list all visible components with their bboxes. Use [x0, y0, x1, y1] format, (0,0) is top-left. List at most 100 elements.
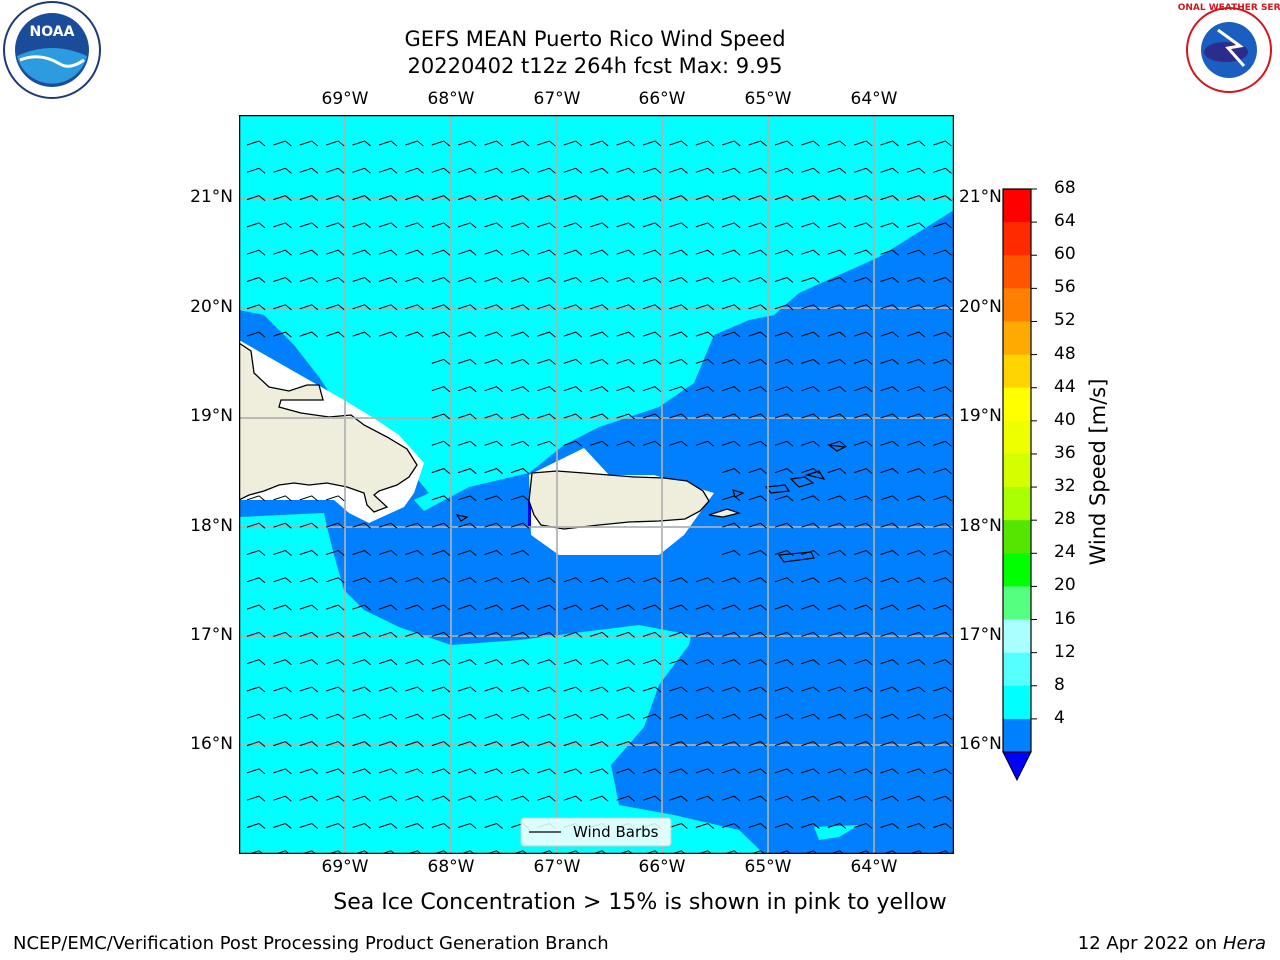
wind-barb	[405, 249, 424, 256]
lat-tick-right: 16°N	[959, 734, 1002, 754]
wind-barb	[695, 222, 715, 229]
wind-barb	[484, 822, 503, 829]
wind-barb	[352, 659, 371, 666]
wind-barb	[827, 713, 847, 720]
wind-barb	[590, 358, 609, 365]
wind-barb	[642, 795, 662, 802]
wind-barb	[748, 522, 767, 529]
wind-barb	[537, 768, 556, 775]
wind-barb	[880, 631, 899, 638]
wind-barb	[774, 822, 794, 829]
wind-barb	[378, 686, 398, 693]
wind-barb	[299, 304, 319, 311]
wind-barb	[458, 331, 477, 338]
wind-barb	[246, 604, 266, 611]
lat-tick-right: 20°N	[959, 297, 1002, 317]
wind-barb	[378, 195, 398, 201]
wind-barb	[774, 386, 794, 393]
wind-barb	[458, 713, 477, 720]
wind-barb	[378, 604, 398, 611]
wind-barb	[299, 577, 319, 584]
wind-barb	[616, 386, 635, 393]
wind-barb	[722, 631, 741, 638]
wind-barb	[352, 768, 371, 775]
wind-barb	[906, 167, 926, 174]
lat-tick-left: 20°N	[190, 297, 233, 317]
wind-barb	[933, 413, 952, 420]
wind-barb	[642, 249, 662, 256]
wind-barb	[880, 686, 899, 693]
wind-barb	[722, 304, 741, 311]
wind-barb	[774, 222, 794, 229]
wind-barb	[458, 222, 477, 229]
wind-barb	[906, 468, 926, 474]
colorbar-tick: 68	[1054, 178, 1076, 198]
wind-barb	[827, 358, 847, 365]
wind-barb	[906, 795, 926, 802]
wind-barb	[827, 549, 847, 556]
wind-barb	[405, 331, 424, 338]
colorbar-tick: 20	[1054, 575, 1076, 596]
wind-barb	[801, 167, 820, 174]
wind-barb	[748, 358, 767, 365]
wind-barb	[326, 604, 345, 611]
wind-barb	[827, 822, 847, 829]
wind-barb	[801, 331, 820, 338]
wind-barb	[748, 167, 767, 174]
wind-barb	[748, 604, 767, 611]
wind-barb	[405, 741, 424, 747]
colorbar-swatch	[1003, 189, 1031, 223]
wind-barb	[933, 167, 952, 174]
wind-barb	[590, 604, 609, 611]
wind-barb	[854, 140, 873, 147]
wind-barb	[378, 822, 398, 829]
wind-barb	[510, 386, 530, 393]
wind-barb	[774, 358, 794, 365]
wind-barb	[695, 577, 715, 584]
wind-barb	[484, 304, 503, 311]
wind-barb	[484, 468, 503, 474]
wind-barb	[854, 659, 873, 666]
wind-barb	[827, 195, 847, 201]
wind-barb	[537, 440, 556, 447]
wind-barb	[801, 358, 820, 365]
wind-barb	[695, 386, 715, 393]
sea-ice-note: Sea Ice Concentration > 15% is shown in …	[333, 890, 947, 915]
wind-barb	[484, 167, 503, 174]
wind-barb	[510, 167, 530, 174]
wind-barb	[616, 140, 635, 147]
wind-barb	[405, 822, 424, 829]
wind-barb	[880, 522, 899, 529]
wind-barb	[431, 822, 451, 829]
wind-barb	[880, 413, 899, 420]
wind-barb	[537, 195, 556, 201]
wind-barb	[431, 577, 451, 584]
wind-barb	[669, 140, 688, 147]
wind-barb	[299, 741, 319, 747]
wind-barb	[801, 468, 820, 474]
wind-barb	[801, 741, 820, 747]
wind-barb	[669, 195, 688, 201]
wind-barb	[880, 331, 899, 338]
wind-barb	[484, 659, 503, 666]
wind-barb	[669, 604, 688, 611]
wind-barb	[458, 522, 477, 529]
wind-barb	[801, 195, 820, 201]
wind-barb	[642, 713, 662, 720]
wind-barb	[590, 331, 609, 338]
wind-barb	[748, 413, 767, 420]
wind-barb	[326, 140, 345, 147]
wind-barb	[801, 249, 820, 256]
wind-barb	[616, 631, 635, 638]
wind-barb	[484, 768, 503, 775]
footer-date: 12 Apr 2022 on Hera	[1078, 933, 1266, 954]
wind-barb	[906, 522, 926, 529]
wind-barb	[616, 604, 635, 611]
colorbar-swatch	[1003, 487, 1031, 521]
wind-barb	[748, 304, 767, 311]
wind-barb	[774, 686, 794, 693]
colorbar-tick: 56	[1054, 277, 1076, 298]
wind-barb	[273, 713, 292, 720]
wind-barb	[378, 768, 398, 775]
wind-barb	[722, 686, 741, 693]
